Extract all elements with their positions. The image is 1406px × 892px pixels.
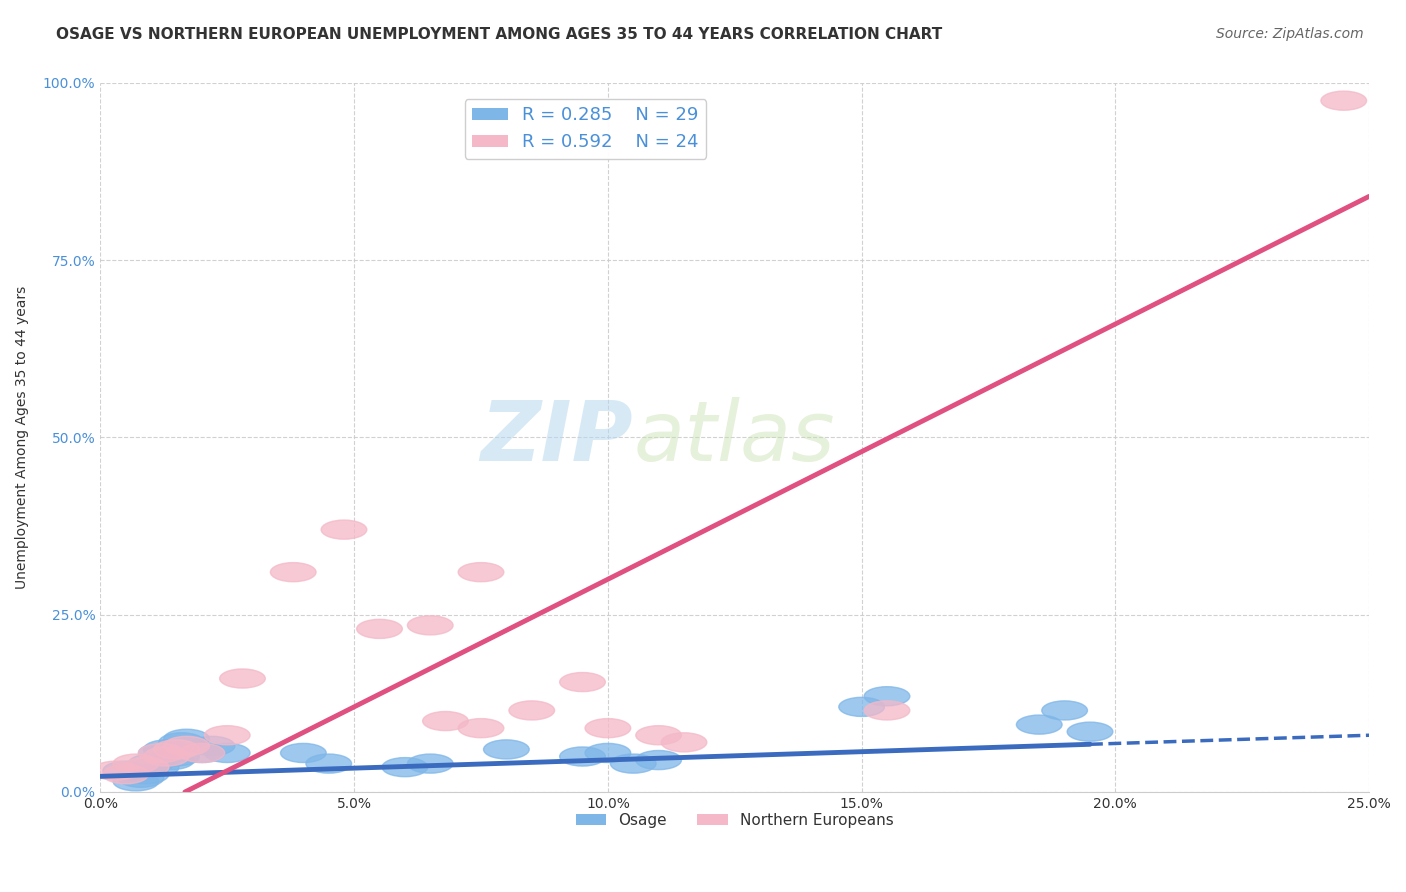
Ellipse shape xyxy=(585,743,631,763)
Ellipse shape xyxy=(281,743,326,763)
Ellipse shape xyxy=(124,757,169,777)
Ellipse shape xyxy=(307,754,352,773)
Ellipse shape xyxy=(165,736,209,756)
Ellipse shape xyxy=(134,757,179,777)
Legend: Osage, Northern Europeans: Osage, Northern Europeans xyxy=(569,806,900,834)
Ellipse shape xyxy=(560,747,606,766)
Ellipse shape xyxy=(382,757,427,777)
Ellipse shape xyxy=(149,750,194,770)
Ellipse shape xyxy=(165,730,209,748)
Ellipse shape xyxy=(321,520,367,539)
Ellipse shape xyxy=(138,743,184,763)
Ellipse shape xyxy=(103,764,149,784)
Ellipse shape xyxy=(153,739,200,759)
Ellipse shape xyxy=(153,747,200,766)
Ellipse shape xyxy=(124,764,169,784)
Ellipse shape xyxy=(408,615,453,635)
Text: Source: ZipAtlas.com: Source: ZipAtlas.com xyxy=(1216,27,1364,41)
Ellipse shape xyxy=(143,739,190,759)
Ellipse shape xyxy=(1067,723,1112,741)
Ellipse shape xyxy=(143,747,190,766)
Ellipse shape xyxy=(270,563,316,582)
Ellipse shape xyxy=(138,743,184,763)
Ellipse shape xyxy=(93,761,138,780)
Text: OSAGE VS NORTHERN EUROPEAN UNEMPLOYMENT AMONG AGES 35 TO 44 YEARS CORRELATION CH: OSAGE VS NORTHERN EUROPEAN UNEMPLOYMENT … xyxy=(56,27,942,42)
Ellipse shape xyxy=(458,563,503,582)
Text: atlas: atlas xyxy=(633,397,835,478)
Ellipse shape xyxy=(112,772,159,791)
Ellipse shape xyxy=(357,619,402,639)
Ellipse shape xyxy=(585,719,631,738)
Ellipse shape xyxy=(865,701,910,720)
Y-axis label: Unemployment Among Ages 35 to 44 years: Unemployment Among Ages 35 to 44 years xyxy=(15,285,30,589)
Ellipse shape xyxy=(423,712,468,731)
Ellipse shape xyxy=(408,754,453,773)
Text: ZIP: ZIP xyxy=(481,397,633,478)
Ellipse shape xyxy=(509,701,554,720)
Ellipse shape xyxy=(103,761,149,780)
Ellipse shape xyxy=(484,739,529,759)
Ellipse shape xyxy=(610,754,657,773)
Ellipse shape xyxy=(865,687,910,706)
Ellipse shape xyxy=(112,754,159,773)
Ellipse shape xyxy=(219,669,266,688)
Ellipse shape xyxy=(118,768,165,788)
Ellipse shape xyxy=(204,726,250,745)
Ellipse shape xyxy=(204,743,250,763)
Ellipse shape xyxy=(560,673,606,691)
Ellipse shape xyxy=(128,754,174,773)
Ellipse shape xyxy=(179,743,225,763)
Ellipse shape xyxy=(179,743,225,763)
Ellipse shape xyxy=(1320,91,1367,111)
Ellipse shape xyxy=(159,732,204,752)
Ellipse shape xyxy=(458,719,503,738)
Ellipse shape xyxy=(636,726,682,745)
Ellipse shape xyxy=(1017,715,1062,734)
Ellipse shape xyxy=(636,750,682,770)
Ellipse shape xyxy=(190,736,235,756)
Ellipse shape xyxy=(839,698,884,716)
Ellipse shape xyxy=(1042,701,1087,720)
Ellipse shape xyxy=(661,732,707,752)
